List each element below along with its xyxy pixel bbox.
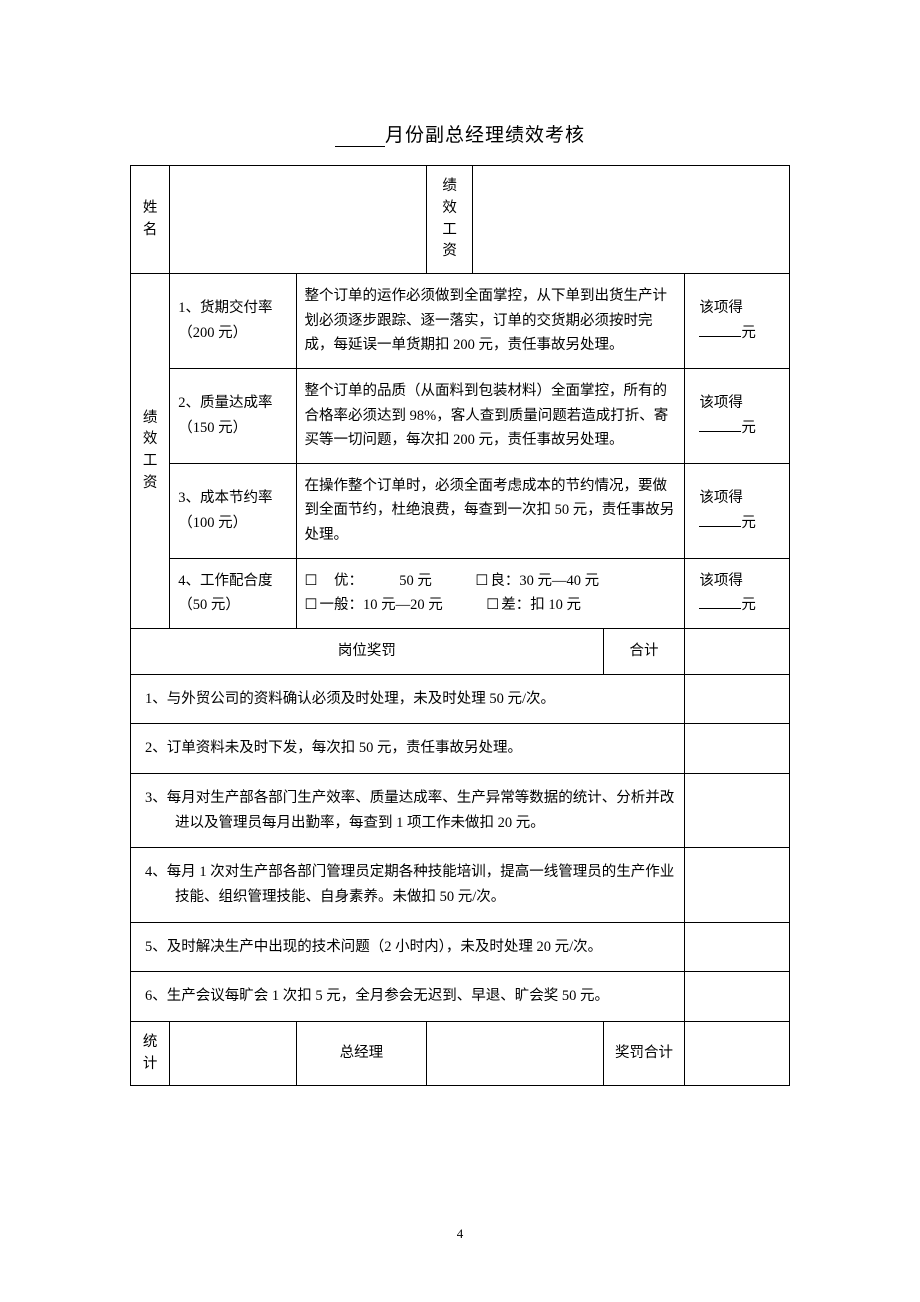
penalty-6-text: 6、生产会议每旷会 1 次扣 5 元，全月参会无迟到、早退、旷会奖 50 元。 <box>131 972 685 1022</box>
item-4-rating: ☐ 优： 50 元 ☐良：30 元—40 元 ☐一般：10 元—20 元 ☐差：… <box>296 558 685 628</box>
footer-row: 统 计 总经理 奖罚合计 <box>131 1021 790 1086</box>
penalty-total-label-cell: 奖罚合计 <box>603 1021 685 1086</box>
item-1-score: 该项得 元 <box>685 274 790 369</box>
score-blank <box>699 323 741 337</box>
item-row-1: 绩 效 工 资 1、货期交付率（200 元） 整个订单的运作必须做到全面掌控，从… <box>131 274 790 369</box>
score-blank <box>699 595 741 609</box>
penalty-1-blank <box>685 674 790 724</box>
score-blank <box>699 418 741 432</box>
section-label-cell: 绩 效 工 资 <box>131 274 170 629</box>
item-2-label: 2、质量达成率（150 元） <box>170 368 296 463</box>
penalty-row-5: 5、及时解决生产中出现的技术问题（2 小时内），未及时处理 20 元/次。 <box>131 922 790 972</box>
item-row-2: 2、质量达成率（150 元） 整个订单的品质（从面料到包装材料）全面掌控，所有的… <box>131 368 790 463</box>
penalty-row-4: 4、每月 1 次对生产部各部门管理员定期各种技能培训，提高一线管理员的生产作业技… <box>131 848 790 922</box>
penalty-header-label: 岗位奖罚 <box>131 629 604 675</box>
stat-value-cell <box>170 1021 296 1086</box>
manager-value-cell <box>427 1021 603 1086</box>
penalty-total-value-cell <box>685 1021 790 1086</box>
checkbox-icon: ☐ <box>475 569 488 594</box>
penalty-row-6: 6、生产会议每旷会 1 次扣 5 元，全月参会无迟到、早退、旷会奖 50 元。 <box>131 972 790 1022</box>
name-label-cell: 姓 名 <box>131 166 170 274</box>
item-3-score: 该项得 元 <box>685 463 790 558</box>
item-2-desc: 整个订单的品质（从面料到包装材料）全面掌控，所有的合格率必须达到 98%，客人查… <box>296 368 685 463</box>
checkbox-icon: ☐ <box>486 593 499 618</box>
penalty-row-2: 2、订单资料未及时下发，每次扣 50 元，责任事故另处理。 <box>131 724 790 774</box>
item-row-3: 3、成本节约率（100 元） 在操作整个订单时，必须全面考虑成本的节约情况，要做… <box>131 463 790 558</box>
penalty-row-1: 1、与外贸公司的资料确认必须及时处理，未及时处理 50 元/次。 <box>131 674 790 724</box>
item-3-desc: 在操作整个订单时，必须全面考虑成本的节约情况，要做到全面节约，杜绝浪费，每查到一… <box>296 463 685 558</box>
page-title: 月份副总经理绩效考核 <box>130 120 790 147</box>
page-number: 4 <box>0 1226 920 1242</box>
manager-label-cell: 总经理 <box>296 1021 427 1086</box>
item-2-score: 该项得 元 <box>685 368 790 463</box>
total-value-cell <box>685 629 790 675</box>
assessment-table: 姓 名 绩效 工资 绩 效 工 资 1、货期交付率（200 元） 整个订单的运作… <box>130 165 790 1086</box>
penalty-4-blank <box>685 848 790 922</box>
item-3-label: 3、成本节约率（100 元） <box>170 463 296 558</box>
checkbox-icon: ☐ <box>305 593 318 618</box>
penalty-6-blank <box>685 972 790 1022</box>
total-label-cell: 合计 <box>603 629 685 675</box>
stat-label-cell: 统 计 <box>131 1021 170 1086</box>
salary-value-cell <box>472 166 789 274</box>
item-row-4: 4、工作配合度（50 元） ☐ 优： 50 元 ☐良：30 元—40 元 ☐一般… <box>131 558 790 628</box>
title-text: 月份副总经理绩效考核 <box>385 125 585 146</box>
penalty-row-3: 3、每月对生产部各部门生产效率、质量达成率、生产异常等数据的统计、分析并改进以及… <box>131 773 790 847</box>
item-4-score: 该项得 元 <box>685 558 790 628</box>
item-1-desc: 整个订单的运作必须做到全面掌控，从下单到出货生产计划必须逐步跟踪、逐一落实，订单… <box>296 274 685 369</box>
checkbox-icon: ☐ <box>305 569 318 594</box>
penalty-3-blank <box>685 773 790 847</box>
penalty-2-blank <box>685 724 790 774</box>
penalty-5-text: 5、及时解决生产中出现的技术问题（2 小时内），未及时处理 20 元/次。 <box>131 922 685 972</box>
penalty-header-row: 岗位奖罚 合计 <box>131 629 790 675</box>
penalty-2-text: 2、订单资料未及时下发，每次扣 50 元，责任事故另处理。 <box>131 724 685 774</box>
salary-label-cell: 绩效 工资 <box>427 166 473 274</box>
penalty-1-text: 1、与外贸公司的资料确认必须及时处理，未及时处理 50 元/次。 <box>131 674 685 724</box>
name-value-cell <box>170 166 427 274</box>
item-1-label: 1、货期交付率（200 元） <box>170 274 296 369</box>
title-month-blank <box>335 129 385 147</box>
penalty-4-text: 4、每月 1 次对生产部各部门管理员定期各种技能培训，提高一线管理员的生产作业技… <box>131 848 685 922</box>
penalty-5-blank <box>685 922 790 972</box>
header-row: 姓 名 绩效 工资 <box>131 166 790 274</box>
penalty-3-text: 3、每月对生产部各部门生产效率、质量达成率、生产异常等数据的统计、分析并改进以及… <box>131 773 685 847</box>
score-blank <box>699 513 741 527</box>
item-4-label: 4、工作配合度（50 元） <box>170 558 296 628</box>
